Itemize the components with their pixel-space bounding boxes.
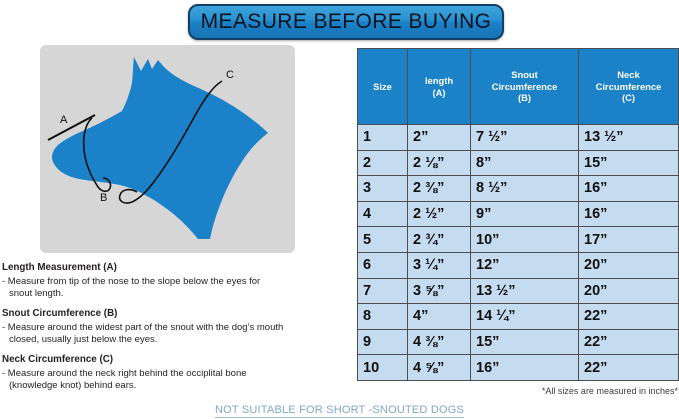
table-row: 2 2 ⅛” 8” 15”: [357, 149, 679, 177]
measure-loop-c: [118, 80, 223, 204]
column-header-length: length (A): [407, 48, 471, 125]
cell-neck: 22”: [578, 303, 679, 330]
header-line: length: [424, 74, 454, 86]
column-header-neck: Neck Circumference (C): [578, 48, 679, 125]
page-title: MEASURE BEFORE BUYING: [200, 10, 492, 33]
cell-size: 8: [357, 303, 408, 330]
cell-size: 7: [357, 277, 408, 305]
cell-size: 5: [357, 226, 408, 253]
label-c: C: [226, 69, 234, 81]
cell-neck: 13 ½”: [578, 124, 679, 151]
header-line: (C): [621, 92, 635, 104]
note-body-length: - Measure from tip of the nose to the sl…: [2, 276, 350, 301]
cell-size: 1: [357, 124, 408, 151]
note-body-neck: - Measure around the neck right behind t…: [2, 368, 350, 393]
table-row: 6 3 ¼” 12” 20”: [357, 251, 679, 279]
cell-length: 2 ⅜”: [407, 175, 471, 202]
note-heading-snout: Snout Circumference (B): [2, 307, 118, 319]
note-heading-neck: Neck Circumference (C): [2, 353, 114, 365]
cell-snout: 9”: [470, 200, 579, 228]
header-line: (A): [432, 86, 446, 98]
size-chart-table: Size length (A) Snout Circumference (B) …: [357, 48, 679, 381]
table-footnote: *All sizes are measured in inches*: [541, 386, 678, 396]
cell-snout: 12”: [470, 251, 579, 279]
table-row: 4 2 ½” 9” 16”: [357, 200, 679, 228]
cell-size: 3: [357, 175, 408, 202]
cell-neck: 15”: [578, 149, 679, 177]
cell-snout: 13 ½”: [470, 277, 579, 305]
table-header-row: Size length (A) Snout Circumference (B) …: [357, 48, 679, 125]
header-line: Neck: [617, 68, 640, 80]
dog-silhouette-shape: [52, 57, 268, 239]
cell-length: 2 ⅛”: [407, 149, 471, 177]
bottom-warning: NOT SUITABLE FOR SHORT -SNOUTED DOGS: [0, 400, 679, 418]
cell-neck: 20”: [578, 251, 679, 279]
table-row: 1 2” 7 ½” 13 ½”: [357, 124, 679, 151]
table-body: 1 2” 7 ½” 13 ½” 2 2 ⅛” 8” 15” 3 2 ⅜” 8 ½…: [357, 124, 679, 381]
note-line: - Measure around the neck right behind t…: [2, 367, 247, 379]
cell-snout: 8”: [470, 149, 579, 177]
label-b: B: [100, 192, 107, 204]
cell-size: 6: [357, 251, 408, 279]
cell-snout: 8 ½”: [470, 175, 579, 202]
note-line: - Measure from tip of the nose to the sl…: [2, 275, 261, 287]
table-row: 9 4 ⅜” 15” 22”: [357, 328, 679, 356]
cell-neck: 17”: [578, 226, 679, 253]
measure-loop-b: [82, 117, 112, 193]
cell-snout: 16”: [470, 354, 579, 381]
cell-neck: 16”: [578, 200, 679, 228]
cell-neck: 20”: [578, 277, 679, 305]
dog-head-diagram: A B C: [47, 57, 268, 239]
cell-neck: 16”: [578, 175, 679, 202]
note-line: - Measure around the widest part of the …: [2, 321, 284, 333]
cell-neck: 22”: [578, 354, 679, 381]
table-row: 7 3 ⅝” 13 ½” 20”: [357, 277, 679, 305]
measure-line-a: [47, 114, 96, 141]
table-row: 10 4 ⅝” 16” 22”: [357, 354, 679, 381]
not-suitable-link[interactable]: NOT SUITABLE FOR SHORT -SNOUTED DOGS: [214, 404, 465, 418]
cell-length: 4”: [407, 303, 471, 330]
cell-size: 2: [357, 149, 408, 177]
cell-length: 4 ⅝”: [407, 354, 471, 381]
cell-length: 3 ⅝”: [407, 277, 471, 305]
cell-neck: 22”: [578, 328, 679, 356]
cell-size: 9: [357, 328, 408, 356]
cell-length: 3 ¼”: [407, 251, 471, 279]
cell-length: 2”: [407, 124, 471, 151]
header-line: Circumference: [595, 80, 662, 92]
note-heading-length: Length Measurement (A): [2, 262, 117, 273]
column-header-snout: Snout Circumference (B): [470, 48, 579, 125]
cell-snout: 14 ¼”: [470, 303, 579, 330]
table-row: 5 2 ¾” 10” 17”: [357, 226, 679, 253]
cell-snout: 10”: [470, 226, 579, 253]
header-line: (B): [517, 92, 531, 104]
cell-snout: 15”: [470, 328, 579, 356]
table-row: 3 2 ⅜” 8 ½” 16”: [357, 175, 679, 202]
dog-illustration-panel: A B C: [40, 45, 295, 253]
cell-length: 4 ⅜”: [407, 328, 471, 356]
note-body-snout: - Measure around the widest part of the …: [2, 322, 350, 347]
note-line: (knowledge knot) behind ears.: [9, 380, 137, 392]
note-line: snout length.: [9, 288, 64, 300]
table-row: 8 4” 14 ¼” 22”: [357, 303, 679, 330]
measurement-notes: Length Measurement (A) - Measure from ti…: [2, 262, 350, 393]
title-banner: MEASURE BEFORE BUYING: [188, 4, 504, 40]
label-a: A: [60, 114, 68, 126]
note-line: closed, usually just below the eyes.: [9, 334, 158, 346]
header-line: Circumference: [491, 80, 558, 92]
cell-length: 2 ¾”: [407, 226, 471, 253]
column-header-size: Size: [357, 48, 408, 125]
cell-snout: 7 ½”: [470, 124, 579, 151]
cell-size: 10: [357, 354, 408, 381]
header-line: Size: [373, 80, 392, 92]
cell-size: 4: [357, 200, 408, 228]
cell-length: 2 ½”: [407, 200, 471, 228]
header-line: Snout: [511, 68, 538, 80]
